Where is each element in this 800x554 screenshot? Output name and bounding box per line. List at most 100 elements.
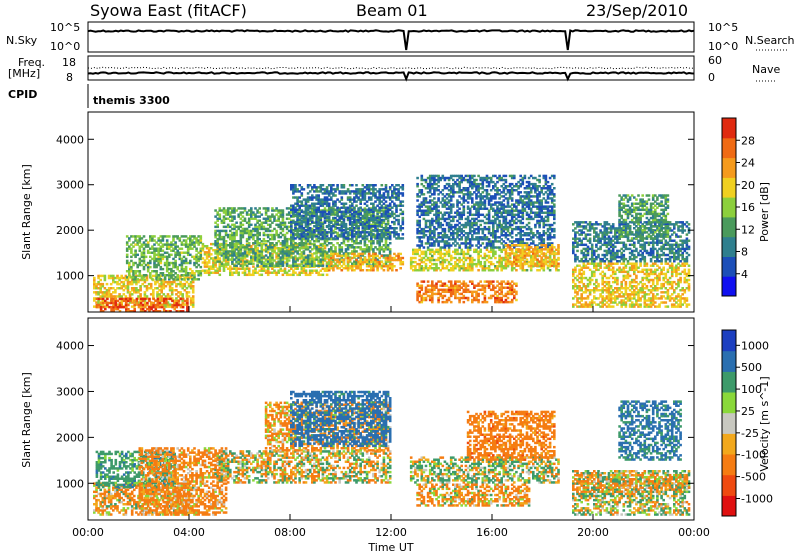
echo-cell-3873 [399, 200, 402, 203]
echo-cell-3805 [391, 231, 394, 234]
echo-cell-3357 [327, 225, 331, 228]
echo-cell-2755 [370, 231, 373, 235]
echo-cell-3723 [378, 206, 381, 209]
echo-cell-251 [152, 289, 155, 292]
echo-cell-4850 [439, 221, 442, 225]
echo-cell-3529 [353, 233, 356, 236]
echo-cell-3509 [348, 184, 352, 187]
echo-cell-2678 [361, 258, 365, 261]
echo-cell-913 [182, 278, 186, 281]
echo-cell-4436 [454, 296, 457, 300]
echo-cell-3329 [323, 220, 327, 224]
echo-cell-1940 [262, 225, 266, 229]
echo-cell-4004 [443, 252, 447, 256]
echo-cell-1030 [201, 242, 205, 246]
echo-cell-2519 [338, 207, 341, 210]
echo-cell-3569 [357, 210, 360, 214]
echo-cell-3030 [380, 260, 384, 264]
echo-cell-1941 [262, 221, 266, 224]
echo-cell-2208 [296, 215, 299, 218]
echo-cell-2278 [306, 256, 310, 259]
echo-cell-4762 [431, 219, 434, 223]
echo-cell-505 [139, 297, 143, 301]
echo-cell-3393 [332, 204, 335, 207]
echo-cell-3186 [304, 208, 308, 212]
echo-cell-3101 [292, 186, 295, 189]
echo-cell-2797 [374, 215, 377, 218]
echo-cell-305 [164, 303, 168, 306]
echo-cell-1992 [269, 225, 272, 229]
echo-cell-4088 [471, 267, 474, 270]
echo-cell-4372 [431, 290, 434, 294]
echo-cell-3188 [304, 204, 308, 207]
echo-cell-3214 [308, 216, 312, 220]
echo-cell-4452 [458, 298, 461, 302]
echo-cell-4771 [431, 182, 434, 186]
echo-cell-2044 [277, 248, 280, 251]
echo-cell-536 [156, 310, 160, 313]
echo-cell-4383 [435, 286, 438, 289]
echo-cell-3406 [334, 204, 337, 207]
echo-cell-3107 [294, 220, 297, 224]
echo-cell-1744 [237, 250, 240, 253]
echo-cell-200 [139, 299, 142, 302]
echo-cell-838 [168, 245, 171, 248]
echo-cell-3648 [367, 198, 371, 201]
echo-cell-3174 [304, 237, 308, 240]
echo-cell-3520 [351, 214, 354, 218]
echo-cell-458 [114, 307, 118, 311]
echo-cell-1951 [264, 240, 268, 243]
echo-cell-3027 [378, 260, 381, 264]
echo-cell-3781 [386, 216, 390, 220]
echo-cell-426 [97, 305, 101, 309]
echo-cell-889 [176, 235, 179, 238]
echo-cell-3765 [384, 214, 388, 218]
echo-cell-3313 [321, 222, 325, 226]
echo-cell-3203 [306, 200, 310, 203]
echo-cell-3068 [399, 260, 402, 264]
echo-cell-35 [99, 287, 102, 290]
echo-cell-621 [130, 251, 133, 254]
echo-cell-4791 [433, 193, 436, 196]
echo-cell-3752 [382, 210, 386, 214]
echo-cell-3911 [414, 250, 417, 254]
echo-cell-4917 [447, 242, 451, 245]
echo-cell-1726 [235, 252, 238, 255]
echo-cell-324 [168, 282, 172, 286]
echo-cell-168 [130, 280, 134, 284]
echo-cell-657 [136, 239, 139, 242]
echo-cell-1042 [205, 265, 209, 268]
echo-cell-1339 [273, 247, 276, 250]
echo-cell-3268 [315, 188, 318, 191]
echo-cell-2458 [330, 213, 333, 216]
echo-cell-2076 [281, 260, 285, 263]
echo-cell-1934 [262, 256, 266, 259]
echo-cell-1536 [321, 245, 325, 248]
echo-cell-1596 [218, 217, 222, 220]
echo-cell-4951 [449, 207, 453, 210]
echo-cell-1554 [325, 255, 329, 258]
echo-cell-3275 [317, 222, 320, 226]
echo-cell-977 [193, 257, 196, 261]
echo-cell-3782 [386, 214, 390, 218]
echo-cell-3039 [386, 267, 390, 270]
echo-cell-3064 [397, 254, 400, 258]
echo-cell-3445 [340, 206, 344, 209]
echo-cell-4490 [471, 280, 474, 283]
echo-cell-4689 [422, 178, 426, 182]
echo-cell-3233 [311, 196, 314, 199]
echo-cell-162 [130, 299, 134, 302]
echo-cell-19 [97, 301, 100, 304]
echo-cell-1646 [224, 213, 228, 216]
echo-cell-3857 [397, 204, 400, 207]
echo-cell-2158 [290, 211, 293, 214]
echo-cell-2681 [361, 250, 365, 253]
echo-cell-2719 [365, 237, 369, 241]
echo-cell-4846 [439, 236, 442, 239]
echo-cell-3171 [302, 204, 306, 207]
echo-cell-984 [195, 278, 198, 281]
echo-cell-1043 [205, 263, 209, 266]
echo-cell-3838 [395, 218, 398, 222]
echo-cell-89 [112, 278, 115, 282]
echo-cell-937 [184, 235, 188, 238]
